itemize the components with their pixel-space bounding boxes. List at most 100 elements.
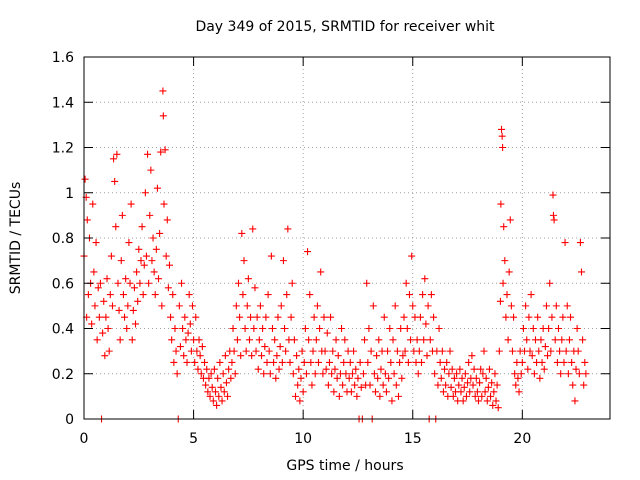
data-point — [107, 252, 115, 260]
data-point — [332, 336, 340, 344]
data-point — [356, 358, 364, 366]
data-point — [204, 388, 212, 396]
y-tick-label: 0.2 — [52, 367, 74, 383]
data-point — [301, 325, 309, 332]
data-point — [312, 336, 320, 344]
data-point — [299, 388, 307, 396]
data-point — [341, 336, 349, 344]
data-point — [363, 279, 371, 287]
data-point — [581, 358, 589, 366]
data-point — [575, 370, 583, 378]
data-point — [551, 336, 559, 344]
data-point — [179, 325, 187, 332]
data-point — [422, 320, 430, 328]
data-point — [564, 370, 572, 378]
data-point — [556, 347, 564, 355]
data-point — [442, 381, 450, 389]
data-point — [578, 268, 586, 276]
data-point — [469, 381, 477, 389]
data-point — [115, 306, 123, 314]
data-point — [84, 291, 92, 299]
data-point — [101, 352, 109, 360]
data-point — [565, 336, 573, 344]
y-axis-label: SRMTID / TECUs — [8, 182, 24, 295]
data-point — [256, 302, 264, 310]
data-point — [159, 87, 167, 95]
data-point — [302, 370, 310, 378]
data-point — [325, 358, 333, 366]
data-point — [569, 381, 577, 389]
data-point — [268, 325, 276, 332]
data-point — [224, 392, 232, 400]
data-point — [390, 370, 398, 378]
data-point — [221, 352, 229, 360]
data-point — [281, 325, 289, 332]
data-point — [404, 358, 412, 366]
data-point — [186, 320, 194, 328]
data-point — [137, 257, 145, 265]
data-point — [492, 397, 500, 405]
data-point — [139, 291, 147, 299]
data-point — [408, 252, 416, 260]
data-point — [359, 370, 367, 378]
data-point — [380, 313, 388, 321]
data-point — [559, 313, 567, 321]
data-point — [129, 306, 137, 314]
data-point — [468, 352, 476, 360]
grid — [84, 57, 610, 419]
data-point — [294, 381, 302, 389]
data-point — [403, 325, 411, 332]
data-point — [366, 381, 374, 389]
data-point — [544, 352, 552, 360]
data-point — [582, 370, 590, 378]
axis-ticks: 0 0.2 0.4 0.6 0.8 1 1.2 1.4 1.6 0 5 10 15 20 — [52, 50, 610, 447]
data-point — [414, 370, 422, 378]
data-point — [175, 302, 183, 310]
data-point — [306, 291, 314, 299]
data-point — [545, 325, 553, 332]
data-point — [459, 397, 467, 405]
data-point — [528, 352, 536, 360]
data-point — [331, 365, 339, 373]
data-point — [134, 297, 142, 305]
data-point — [127, 200, 135, 208]
data-point — [274, 313, 282, 321]
y-tick-label: 0.4 — [52, 322, 74, 338]
data-point — [236, 313, 244, 321]
data-point — [450, 374, 458, 382]
data-point — [112, 223, 120, 231]
data-point — [160, 200, 168, 208]
data-point — [89, 200, 97, 208]
data-point — [104, 325, 112, 332]
data-point — [184, 329, 192, 337]
data-point — [537, 336, 545, 344]
data-point — [540, 365, 548, 373]
data-point — [534, 313, 542, 321]
data-point — [333, 374, 341, 382]
data-point — [437, 374, 445, 382]
data-point — [149, 234, 157, 242]
data-point — [475, 397, 482, 405]
data-point — [496, 297, 504, 305]
data-point — [542, 302, 550, 310]
data-point — [304, 248, 312, 256]
data-point — [279, 257, 287, 265]
data-point — [334, 352, 342, 360]
data-point — [99, 329, 107, 337]
data-point — [216, 358, 224, 366]
data-point — [567, 313, 575, 321]
data-point — [457, 388, 465, 396]
data-point — [238, 229, 246, 237]
data-point — [253, 313, 261, 321]
data-point — [116, 336, 124, 344]
data-point — [405, 291, 413, 299]
data-point — [495, 347, 503, 355]
data-point — [308, 381, 316, 389]
data-point — [441, 365, 449, 373]
data-point — [145, 279, 153, 287]
data-point — [511, 370, 519, 378]
data-point — [105, 347, 113, 355]
data-point — [323, 329, 331, 337]
data-point — [270, 358, 278, 366]
data-point — [128, 336, 136, 344]
